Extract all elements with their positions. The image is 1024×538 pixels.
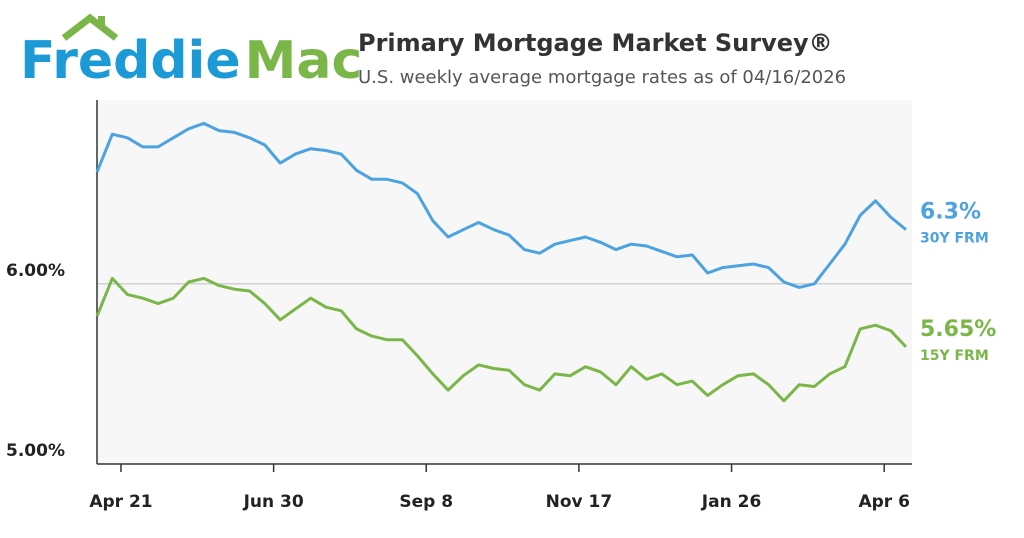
y-tick-label: 6.00% xyxy=(6,261,65,281)
y-tick-label: 5.00% xyxy=(6,441,65,461)
chart-subtitle: U.S. weekly average mortgage rates as of… xyxy=(358,67,846,88)
logo-mac: Mac xyxy=(245,31,363,91)
x-tick-label: Jan 26 xyxy=(701,492,761,512)
series-line xyxy=(95,276,908,403)
logo-chimney xyxy=(98,16,105,28)
x-tick-label: Apr 21 xyxy=(89,492,152,512)
x-tick-label: Jun 30 xyxy=(243,492,304,512)
plot-area xyxy=(97,100,912,464)
logo-roof xyxy=(61,13,119,41)
end-value-label: 6.3% xyxy=(920,200,981,225)
x-tick-label: Apr 6 xyxy=(858,492,909,512)
logo-freddie: Freddie xyxy=(20,31,241,91)
end-value-label: 5.65% xyxy=(920,317,996,342)
legend-label: 30Y FRM xyxy=(920,231,989,247)
legend-label: 15Y FRM xyxy=(920,348,989,364)
logo: FreddieMac xyxy=(20,13,362,91)
series-line xyxy=(95,121,907,289)
x-tick-label: Sep 8 xyxy=(399,492,453,512)
chart-title: Primary Mortgage Market Survey® xyxy=(358,29,833,57)
x-tick-label: Nov 17 xyxy=(546,492,613,512)
logo-text: FreddieMac xyxy=(20,31,362,91)
